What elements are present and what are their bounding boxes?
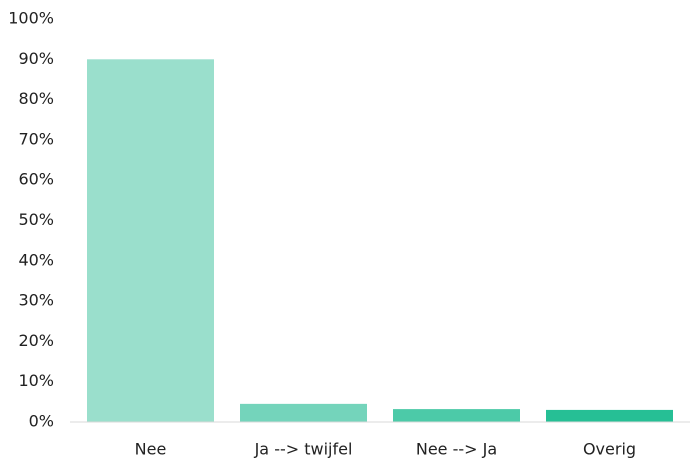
x-tick-label: Nee bbox=[135, 440, 167, 459]
bar bbox=[546, 409, 673, 422]
y-tick-label: 20% bbox=[18, 331, 54, 350]
x-tick-label: Nee --> Ja bbox=[416, 440, 497, 459]
x-tick-label: Overig bbox=[583, 440, 636, 459]
bar bbox=[393, 409, 520, 422]
y-tick-label: 0% bbox=[29, 412, 54, 431]
y-tick-label: 80% bbox=[18, 89, 54, 108]
y-tick-label: 40% bbox=[18, 250, 54, 269]
y-tick-label: 50% bbox=[18, 210, 54, 229]
y-tick-label: 60% bbox=[18, 170, 54, 189]
y-tick-label: 30% bbox=[18, 291, 54, 310]
bar bbox=[87, 59, 214, 423]
x-tick-label: Ja --> twijfel bbox=[254, 440, 353, 459]
y-tick-label: 90% bbox=[18, 49, 54, 68]
y-tick-label: 10% bbox=[18, 371, 54, 390]
bar bbox=[240, 403, 367, 422]
y-tick-label: 70% bbox=[18, 129, 54, 148]
y-tick-label: 100% bbox=[8, 9, 54, 28]
